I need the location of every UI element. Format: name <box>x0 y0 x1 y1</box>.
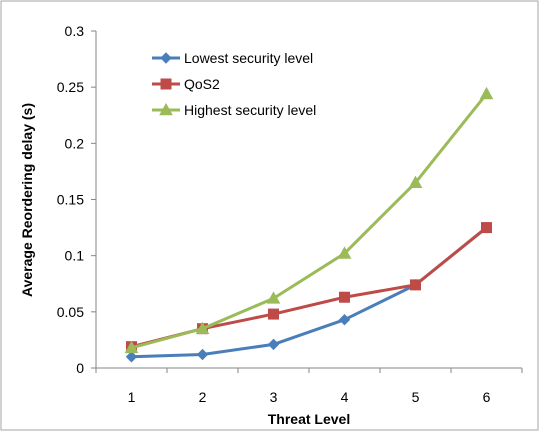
legend-item: Lowest security level <box>152 50 313 66</box>
series-3 <box>124 86 494 354</box>
data-point <box>268 308 279 320</box>
data-point <box>267 338 280 351</box>
series-layer <box>124 86 494 363</box>
y-axis-title: Average Reordering delay (s) <box>19 103 35 297</box>
series-line <box>131 92 488 350</box>
legend-label: Lowest security level <box>184 50 313 66</box>
x-tick-label: 3 <box>270 389 278 405</box>
legend-item: QoS2 <box>152 76 220 92</box>
x-tick-label: 2 <box>199 389 207 405</box>
y-tick-label: 0.2 <box>65 135 85 151</box>
data-point <box>337 246 352 259</box>
y-tick-label: 0.1 <box>65 248 85 264</box>
legend-marker <box>159 102 173 116</box>
x-axis-title: Threat Level <box>268 411 350 427</box>
legend: Lowest security level QoS2 Highest securit… <box>152 50 316 118</box>
y-tick-label: 0 <box>76 360 84 376</box>
data-point <box>481 222 492 234</box>
legend-label: Highest security level <box>184 102 316 118</box>
y-tick-label: 0.05 <box>57 304 84 320</box>
data-point <box>125 351 138 363</box>
data-point <box>479 86 494 100</box>
x-tick-label: 6 <box>483 389 491 405</box>
x-tick-label: 4 <box>341 389 349 405</box>
data-point <box>339 291 350 303</box>
y-tick-label: 0.3 <box>65 23 85 39</box>
axes: 0 0.05 0.1 0.15 0.2 0.25 0.3 1 2 3 4 5 6 <box>57 23 523 405</box>
data-point <box>195 321 210 334</box>
legend-item: Highest security level <box>152 102 316 118</box>
y-tick-label: 0.25 <box>57 79 84 95</box>
data-point <box>338 313 351 326</box>
y-tick-label: 0.15 <box>57 192 84 208</box>
legend-marker <box>160 52 172 64</box>
data-point <box>266 291 281 304</box>
legend-marker <box>160 78 172 90</box>
data-point <box>408 175 423 188</box>
legend-label: QoS2 <box>184 76 220 92</box>
data-point <box>410 279 421 291</box>
data-point <box>196 348 209 361</box>
x-tick-label: 5 <box>412 389 420 405</box>
data-point <box>124 340 139 354</box>
x-tick-label: 1 <box>128 389 136 405</box>
